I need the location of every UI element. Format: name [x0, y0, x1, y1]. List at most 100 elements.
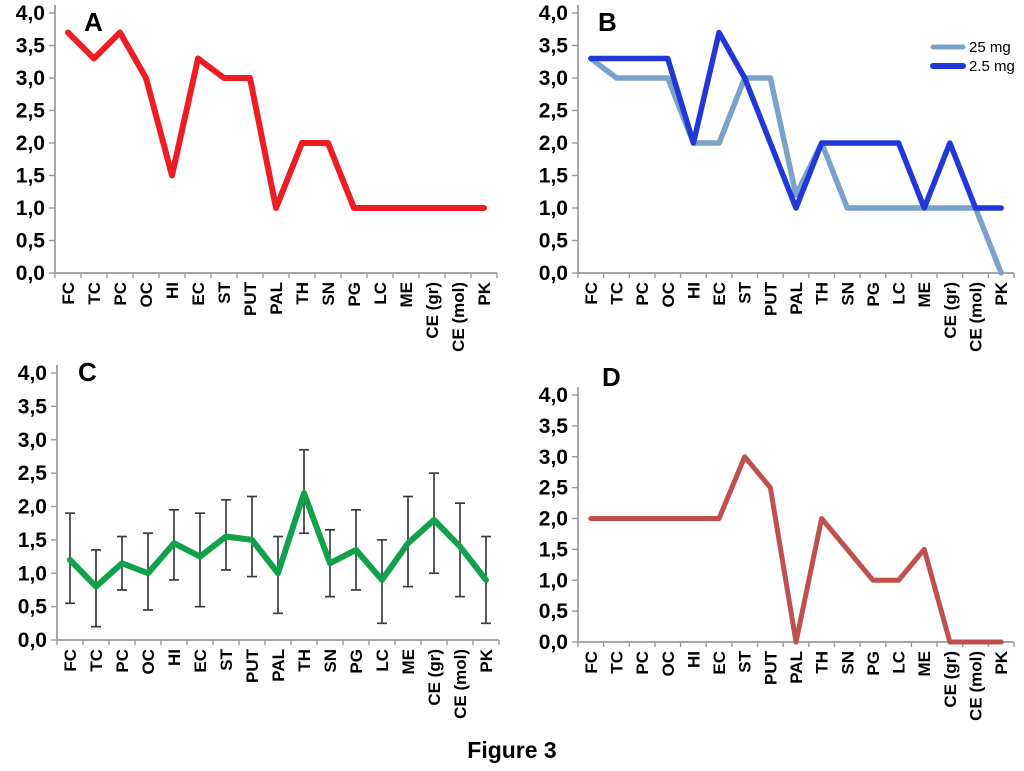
svg-text:PK: PK — [992, 650, 1011, 674]
svg-text:2.5 mg: 2.5 mg — [969, 58, 1015, 75]
svg-text:ST: ST — [217, 648, 236, 670]
svg-text:CE (mol): CE (mol) — [449, 282, 468, 352]
svg-text:SN: SN — [838, 282, 857, 306]
svg-text:4,0: 4,0 — [539, 2, 568, 25]
svg-text:1,5: 1,5 — [18, 529, 48, 552]
svg-text:1,5: 1,5 — [539, 538, 569, 561]
svg-text:1,0: 1,0 — [539, 197, 568, 220]
figure-caption: Figure 3 — [467, 737, 557, 763]
svg-text:3,0: 3,0 — [18, 429, 47, 452]
svg-text:SN: SN — [838, 651, 857, 675]
svg-text:HI: HI — [163, 282, 182, 299]
svg-text:ME: ME — [915, 651, 934, 677]
svg-text:ME: ME — [915, 282, 934, 308]
svg-text:1,5: 1,5 — [539, 165, 569, 188]
svg-text:0,0: 0,0 — [539, 262, 568, 285]
panel-c-chart: C 4,0 3,5 3,0 2,5 2,0 1,5 1,0 0,5 0,0 FC TC PC OC HI E… — [18, 357, 500, 719]
svg-text:OC: OC — [137, 282, 156, 308]
svg-text:FC: FC — [582, 282, 601, 305]
panel-b-chart: B 4,0 3,5 3,0 2,5 2,0 1,5 1,0 0,5 0,0 FC TC PC OC HI E… — [539, 2, 1015, 352]
svg-text:1,0: 1,0 — [18, 562, 47, 585]
svg-text:EC: EC — [710, 651, 729, 675]
svg-text:TC: TC — [607, 651, 626, 674]
svg-text:PUT: PUT — [761, 650, 780, 685]
svg-text:PUT: PUT — [761, 281, 780, 316]
svg-text:PC: PC — [111, 282, 130, 306]
svg-text:CE (gr): CE (gr) — [423, 282, 442, 339]
svg-text:3,5: 3,5 — [18, 395, 48, 418]
svg-text:TH: TH — [813, 651, 832, 674]
svg-text:SN: SN — [321, 649, 340, 673]
svg-text:CE (mol): CE (mol) — [967, 651, 986, 721]
svg-text:PAL: PAL — [269, 649, 288, 682]
svg-text:CE (mol): CE (mol) — [451, 649, 470, 719]
svg-text:25 mg: 25 mg — [969, 39, 1011, 56]
svg-text:TC: TC — [85, 282, 104, 305]
svg-text:1,0: 1,0 — [16, 197, 45, 220]
svg-text:PC: PC — [633, 651, 652, 675]
svg-text:TC: TC — [607, 282, 626, 305]
svg-text:PC: PC — [633, 282, 652, 306]
svg-text:FC: FC — [59, 282, 78, 305]
svg-text:2,5: 2,5 — [18, 462, 48, 485]
svg-text:0,0: 0,0 — [539, 631, 568, 654]
svg-text:2,5: 2,5 — [539, 477, 569, 500]
svg-text:3,5: 3,5 — [16, 35, 46, 58]
svg-text:TC: TC — [87, 649, 106, 672]
svg-text:3,0: 3,0 — [16, 67, 45, 90]
svg-text:OC: OC — [659, 282, 678, 308]
svg-text:ST: ST — [736, 650, 755, 672]
svg-text:LC: LC — [890, 651, 909, 674]
svg-text:2,0: 2,0 — [539, 508, 568, 531]
panel-a-chart: A 4,0 3,5 3,0 2,5 2,0 1,5 1,0 0,5 0,0 FC TC PC OC HI E… — [16, 2, 498, 352]
svg-text:4,0: 4,0 — [18, 362, 47, 385]
svg-text:HI: HI — [684, 651, 703, 668]
svg-text:2,0: 2,0 — [16, 132, 45, 155]
svg-text:TH: TH — [295, 649, 314, 672]
svg-text:PC: PC — [113, 649, 132, 673]
svg-text:PK: PK — [992, 281, 1011, 305]
svg-text:ME: ME — [399, 649, 418, 675]
svg-text:OC: OC — [139, 649, 158, 675]
svg-text:HI: HI — [684, 282, 703, 299]
svg-text:CE (gr): CE (gr) — [941, 282, 960, 339]
svg-text:1,0: 1,0 — [539, 569, 568, 592]
svg-text:EC: EC — [191, 649, 210, 673]
svg-text:0,0: 0,0 — [18, 629, 47, 652]
svg-text:TH: TH — [293, 282, 312, 305]
svg-text:0,5: 0,5 — [539, 230, 569, 253]
svg-text:LC: LC — [890, 282, 909, 305]
svg-text:3,0: 3,0 — [539, 446, 568, 469]
svg-text:PUT: PUT — [241, 281, 260, 316]
svg-text:PAL: PAL — [267, 282, 286, 315]
panel-label-a: A — [84, 7, 103, 37]
svg-text:2,0: 2,0 — [539, 132, 568, 155]
svg-text:ME: ME — [397, 282, 416, 308]
svg-text:CE (gr): CE (gr) — [425, 649, 444, 706]
svg-text:PK: PK — [477, 648, 496, 672]
svg-text:3,5: 3,5 — [539, 35, 569, 58]
svg-text:2,5: 2,5 — [539, 100, 569, 123]
svg-text:PG: PG — [864, 651, 883, 676]
svg-text:FC: FC — [61, 649, 80, 672]
svg-text:ST: ST — [736, 281, 755, 303]
svg-text:PUT: PUT — [243, 648, 262, 683]
panel-d-chart: D 4,0 3,5 3,0 2,5 2,0 1,5 1,0 0,5 0,0 FC TC PC OC HI E… — [539, 362, 1015, 721]
svg-text:0,0: 0,0 — [16, 262, 45, 285]
svg-text:HI: HI — [165, 649, 184, 666]
svg-text:EC: EC — [189, 282, 208, 306]
svg-text:EC: EC — [710, 282, 729, 306]
svg-text:PK: PK — [475, 281, 494, 305]
svg-text:LC: LC — [371, 282, 390, 305]
svg-text:OC: OC — [659, 651, 678, 677]
svg-text:0,5: 0,5 — [18, 596, 48, 619]
svg-text:3,5: 3,5 — [539, 415, 569, 438]
svg-text:CE (mol): CE (mol) — [967, 282, 986, 352]
svg-text:LC: LC — [373, 649, 392, 672]
svg-text:PG: PG — [345, 282, 364, 307]
svg-text:ST: ST — [215, 281, 234, 303]
svg-text:PAL: PAL — [787, 651, 806, 684]
svg-text:1,5: 1,5 — [16, 165, 46, 188]
panel-label-c: C — [78, 357, 97, 387]
